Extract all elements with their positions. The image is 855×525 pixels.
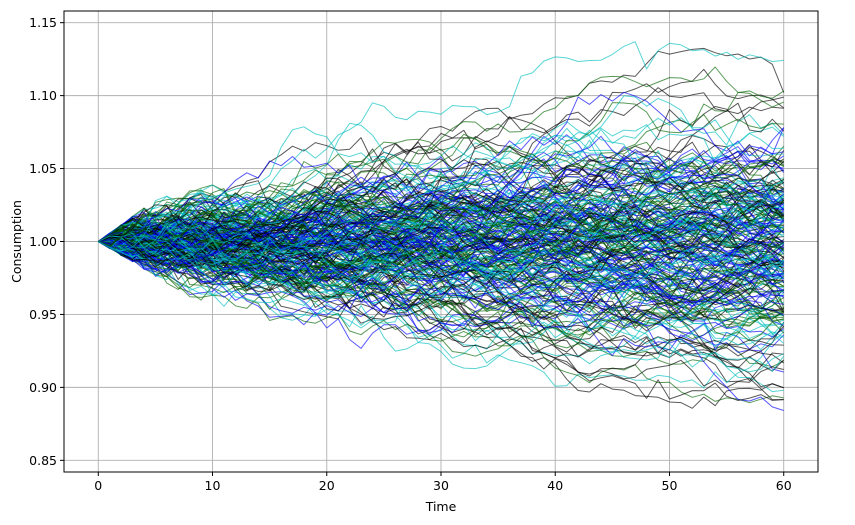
consumption-path (98, 236, 784, 349)
consumption-path (98, 221, 785, 293)
consumption-path (98, 211, 785, 357)
consumption-path (98, 177, 784, 249)
consumption-path (98, 127, 785, 250)
consumption-path (98, 215, 784, 269)
y-tick-label: 0.85 (29, 453, 57, 468)
y-tick-label: 0.95 (29, 307, 57, 322)
y-tick-label: 0.90 (29, 380, 57, 395)
x-tick-label: 0 (94, 478, 102, 493)
plot-area (98, 41, 785, 411)
consumption-path (98, 211, 784, 273)
consumption-path (98, 95, 785, 279)
x-tick-label: 30 (433, 478, 449, 493)
consumption-path (98, 188, 785, 281)
x-tick-label: 50 (662, 478, 678, 493)
consumption-path (98, 241, 785, 312)
y-tick-label: 1.00 (29, 234, 57, 249)
consumption-path (98, 232, 784, 293)
consumption-path (98, 218, 785, 283)
consumption-path (98, 139, 785, 273)
consumption-path (98, 179, 784, 278)
consumption-path (98, 221, 784, 289)
consumption-path (98, 145, 785, 242)
consumption-path (98, 235, 784, 361)
y-tick-label: 1.10 (29, 88, 57, 103)
consumption-path (98, 102, 784, 266)
consumption-path (98, 191, 784, 301)
consumption-path (98, 188, 784, 272)
y-tick-label: 1.15 (29, 15, 57, 30)
consumption-path (98, 224, 785, 280)
consumption-path (98, 216, 784, 294)
consumption-path (98, 200, 784, 292)
consumption-path (98, 204, 784, 332)
x-axis-title: Time (425, 499, 457, 514)
consumption-path (98, 192, 784, 294)
consumption-path (98, 129, 784, 258)
consumption-path (98, 234, 784, 373)
y-tick-label: 1.05 (29, 161, 57, 176)
x-tick-label: 20 (319, 478, 335, 493)
consumption-path (98, 218, 784, 268)
x-tick-label: 40 (547, 478, 563, 493)
consumption-path (98, 91, 785, 242)
consumption-path (98, 126, 784, 245)
consumption-path (98, 234, 784, 401)
x-tick-label: 60 (776, 478, 792, 493)
y-axis-title: Consumption (9, 200, 24, 283)
consumption-path (98, 239, 784, 306)
x-tick-label: 10 (205, 478, 221, 493)
consumption-path (98, 230, 784, 393)
consumption-path (98, 165, 785, 268)
consumption-path (98, 198, 784, 291)
axis-ticks: 0 10 20 30 40 50 60 0.85 0.90 0.95 1.00 1.05 1.10 1.1… (29, 15, 792, 493)
consumption-path (98, 146, 784, 260)
consumption-path (98, 236, 784, 356)
consumption-path (98, 87, 785, 247)
consumption-path (98, 241, 784, 411)
consumption-path (98, 214, 784, 301)
consumption-path (98, 150, 784, 242)
